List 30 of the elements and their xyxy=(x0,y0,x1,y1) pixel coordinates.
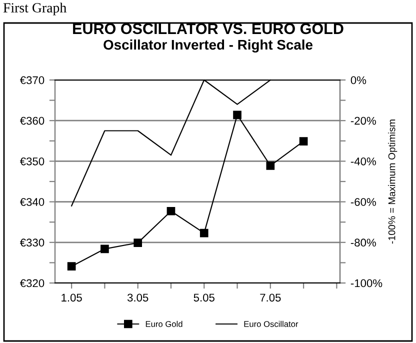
text: First Graph xyxy=(3,2,66,16)
x-tick-label: 7.05 xyxy=(260,294,281,302)
chart-subtitle: Oscillator Inverted - Right Scale xyxy=(104,39,312,53)
y2-tick-label: -80% xyxy=(350,238,376,247)
point xyxy=(299,137,308,146)
y-tick-label: €350 xyxy=(20,157,44,166)
y2-tick-label: -60% xyxy=(350,198,376,206)
point xyxy=(233,110,242,120)
y2-tick-label: -100% xyxy=(350,279,382,288)
point xyxy=(100,244,109,254)
x-tick-label: 3.05 xyxy=(127,294,148,302)
x-tick-label: 1.05 xyxy=(62,294,82,302)
y2-tick-label: 0% xyxy=(350,76,366,84)
y-tick-label: €370 xyxy=(20,76,44,84)
y-tick-label: €320 xyxy=(20,279,44,288)
chart-title: EURO OSCILLATOR VS. EURO GOLD xyxy=(73,23,344,34)
y2-axis-title: -100% = Maximum Optimism xyxy=(388,120,398,244)
y2-tick-label: -40% xyxy=(350,157,376,166)
y-tick-label: €360 xyxy=(20,116,44,125)
legend-label: Euro Oscillator xyxy=(244,320,298,327)
legend-label: Euro Gold xyxy=(146,320,182,327)
y2-tick-label: -20% xyxy=(350,116,376,125)
x-tick-label: 5.05 xyxy=(194,294,214,302)
point xyxy=(67,262,76,271)
point xyxy=(166,206,176,216)
point xyxy=(266,162,275,170)
y-tick-label: €330 xyxy=(20,238,44,247)
point xyxy=(134,238,142,247)
y-tick-label: €340 xyxy=(20,198,44,206)
point xyxy=(200,228,208,238)
